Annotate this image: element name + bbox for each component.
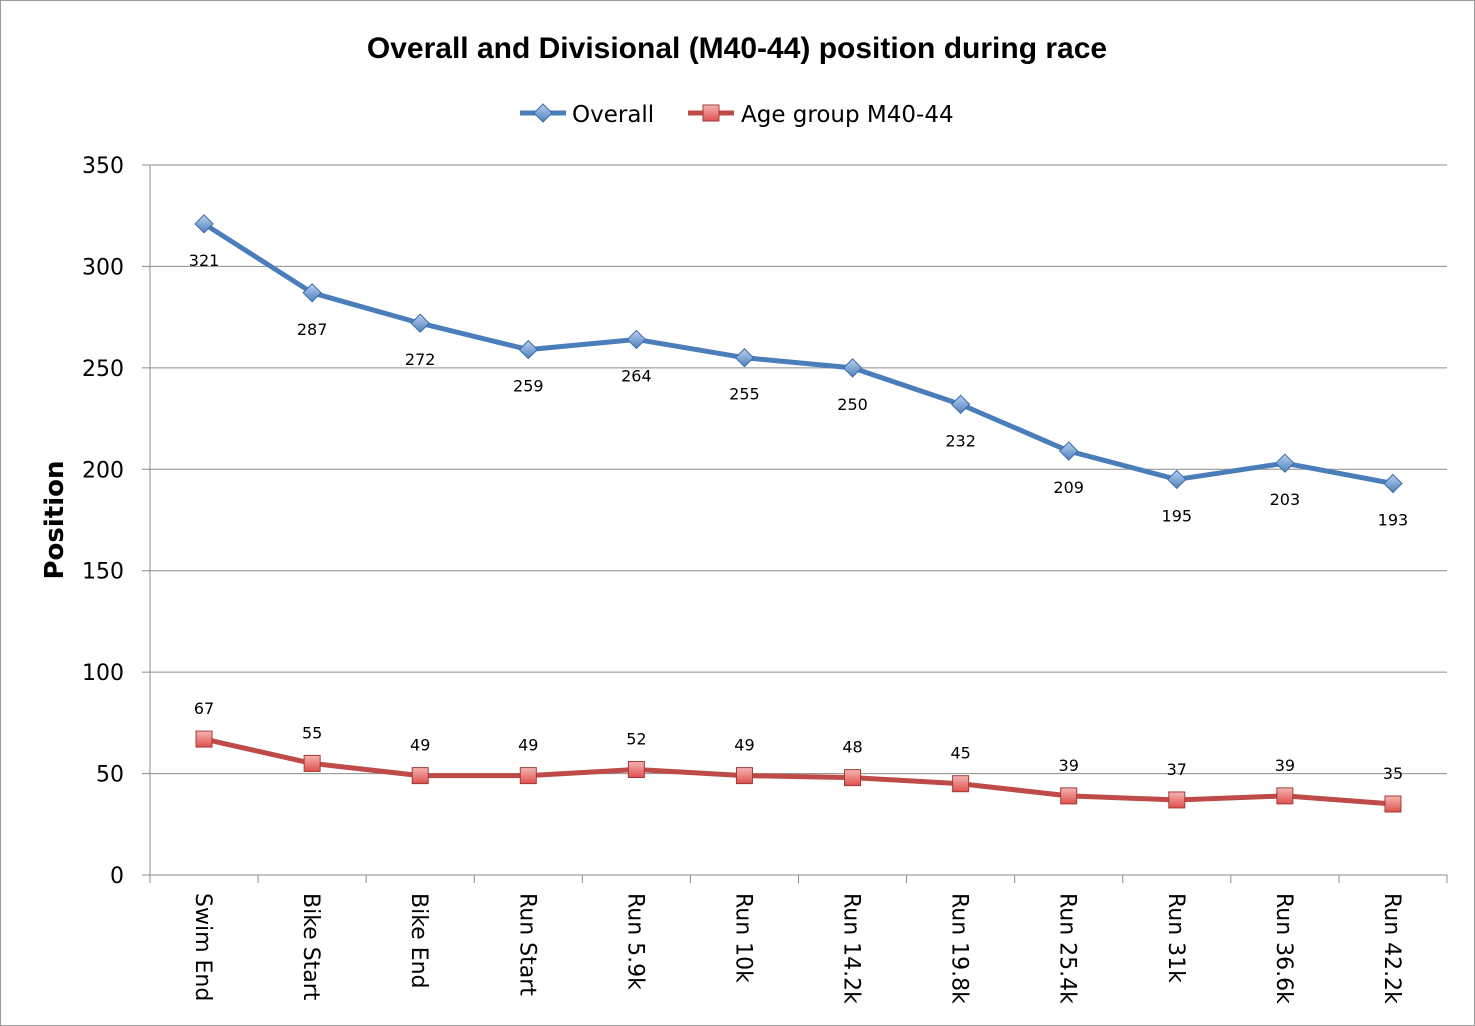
data-label-overall-run-start: 259 <box>513 377 544 396</box>
legend-marker-age-group <box>702 104 720 122</box>
data-point-overall-run-25-4k <box>1059 441 1079 461</box>
data-point-age-group-m40-44-run-42-2k <box>1384 795 1402 813</box>
x-tick-label-bike-start: Bike Start <box>298 893 323 1001</box>
data-point-overall-run-10k <box>734 348 755 368</box>
series-age-group-m40-44: 67 55 49 49 52 49 48 45 39 37 39 35 <box>194 699 1403 813</box>
x-tick-label-swim-end: Swim End <box>190 893 215 1001</box>
data-label-overall-run-19-8k: 232 <box>945 431 976 450</box>
series-overall: 321 287 272 259 264 255 250 232 209 195 203 193 <box>189 214 1409 529</box>
chart-title: Overall and Divisional (M40-44) position… <box>367 32 1107 65</box>
data-label-age-group-m40-44-bike-start: 55 <box>302 723 322 742</box>
x-tick-label-run-19-8k: Run 19.8k <box>947 893 972 1004</box>
data-label-age-group-m40-44-run-5-9k: 52 <box>626 730 646 749</box>
y-tick-label-150: 150 <box>82 560 124 585</box>
series-layer: 321 287 272 259 264 255 250 232 209 195 203 193 67 55… <box>189 214 1409 813</box>
legend-label-overall: Overall <box>572 102 654 128</box>
data-point-overall-run-14-2k <box>842 358 863 378</box>
data-point-age-group-m40-44-run-10k <box>735 767 753 785</box>
x-tick-label-bike-end: Bike End <box>406 893 431 989</box>
legend-label-age-group: Age group M40-44 <box>741 102 954 128</box>
y-tick-label-200: 200 <box>82 458 124 483</box>
y-axis-label: Position <box>40 460 70 579</box>
legend-marker-overall <box>533 103 553 123</box>
data-point-age-group-m40-44-run-19-8k <box>952 775 970 793</box>
data-label-overall-run-14-2k: 250 <box>837 395 868 414</box>
legend: Overall Age group M40-44 <box>520 102 954 128</box>
data-point-overall-swim-end <box>194 214 214 234</box>
data-point-age-group-m40-44-bike-end <box>411 767 429 785</box>
data-label-age-group-m40-44-run-10k: 49 <box>734 736 754 755</box>
data-label-overall-run-25-4k: 209 <box>1053 478 1084 497</box>
data-point-age-group-m40-44-swim-end <box>195 730 213 748</box>
legend-item-age-group: Age group M40-44 <box>688 102 954 128</box>
data-point-overall-run-start <box>518 339 538 360</box>
y-tick-label-0: 0 <box>110 864 124 889</box>
data-point-age-group-m40-44-run-31k <box>1168 791 1186 809</box>
data-label-overall-run-31k: 195 <box>1162 506 1193 525</box>
data-point-overall-bike-end <box>410 313 430 333</box>
x-tick-label-run-42-2k: Run 42.2k <box>1379 893 1404 1004</box>
data-point-age-group-m40-44-run-14-2k <box>844 769 862 787</box>
data-label-age-group-m40-44-run-31k: 37 <box>1167 760 1187 779</box>
data-label-age-group-m40-44-run-start: 49 <box>518 736 538 755</box>
data-point-overall-bike-start <box>302 283 322 303</box>
y-tick-label-50: 50 <box>96 763 124 788</box>
data-point-overall-run-31k <box>1167 469 1187 490</box>
data-label-age-group-m40-44-bike-end: 49 <box>410 736 430 755</box>
data-point-overall-run-42-2k <box>1383 473 1403 494</box>
data-label-overall-run-5-9k: 264 <box>621 366 652 385</box>
data-point-overall-run-36-6k <box>1275 453 1295 473</box>
data-point-age-group-m40-44-run-36-6k <box>1276 787 1294 805</box>
data-label-age-group-m40-44-run-25-4k: 39 <box>1059 756 1079 775</box>
data-label-age-group-m40-44-run-36-6k: 39 <box>1275 756 1295 775</box>
data-point-age-group-m40-44-run-5-9k <box>627 761 645 779</box>
y-tick-label-350: 350 <box>82 154 124 179</box>
data-point-age-group-m40-44-run-25-4k <box>1060 787 1078 805</box>
y-tick-label-100: 100 <box>82 661 124 686</box>
data-label-overall-bike-end: 272 <box>405 350 436 369</box>
x-tick-label-run-start: Run Start <box>514 893 539 996</box>
data-label-age-group-m40-44-run-14-2k: 48 <box>842 738 862 757</box>
data-label-overall-run-36-6k: 203 <box>1270 490 1301 509</box>
data-label-overall-run-42-2k: 193 <box>1378 510 1409 529</box>
x-axis-ticks: Swim End Bike Start Bike End Run Start Run 5… <box>190 893 1404 1004</box>
axes <box>142 164 1448 883</box>
data-label-overall-run-10k: 255 <box>729 385 760 404</box>
data-point-overall-run-19-8k <box>950 394 971 415</box>
y-tick-label-300: 300 <box>82 255 124 280</box>
data-label-age-group-m40-44-run-19-8k: 45 <box>950 744 970 763</box>
x-tick-label-run-5-9k: Run 5.9k <box>622 893 647 990</box>
data-point-age-group-m40-44-run-start <box>519 767 537 785</box>
data-label-overall-swim-end: 321 <box>189 251 220 270</box>
y-axis-ticks: 0 50 100 150 200 250 300 350 <box>82 154 124 889</box>
x-tick-label-run-10k: Run 10k <box>730 893 755 983</box>
series-line-age-group-m40-44 <box>203 736 1394 807</box>
data-label-age-group-m40-44-run-42-2k: 35 <box>1383 764 1403 783</box>
data-point-age-group-m40-44-bike-start <box>303 754 321 772</box>
x-tick-label-run-14-2k: Run 14.2k <box>839 893 864 1004</box>
data-point-overall-run-5-9k <box>626 329 647 350</box>
y-tick-label-250: 250 <box>82 357 124 382</box>
legend-item-overall: Overall <box>520 102 654 128</box>
x-tick-label-run-36-6k: Run 36.6k <box>1271 893 1296 1004</box>
series-line-overall <box>202 221 1394 486</box>
data-label-overall-bike-start: 287 <box>297 320 328 339</box>
x-tick-label-run-31k: Run 31k <box>1163 893 1188 983</box>
x-tick-label-run-25-4k: Run 25.4k <box>1055 893 1080 1004</box>
data-label-age-group-m40-44-swim-end: 67 <box>194 699 214 718</box>
